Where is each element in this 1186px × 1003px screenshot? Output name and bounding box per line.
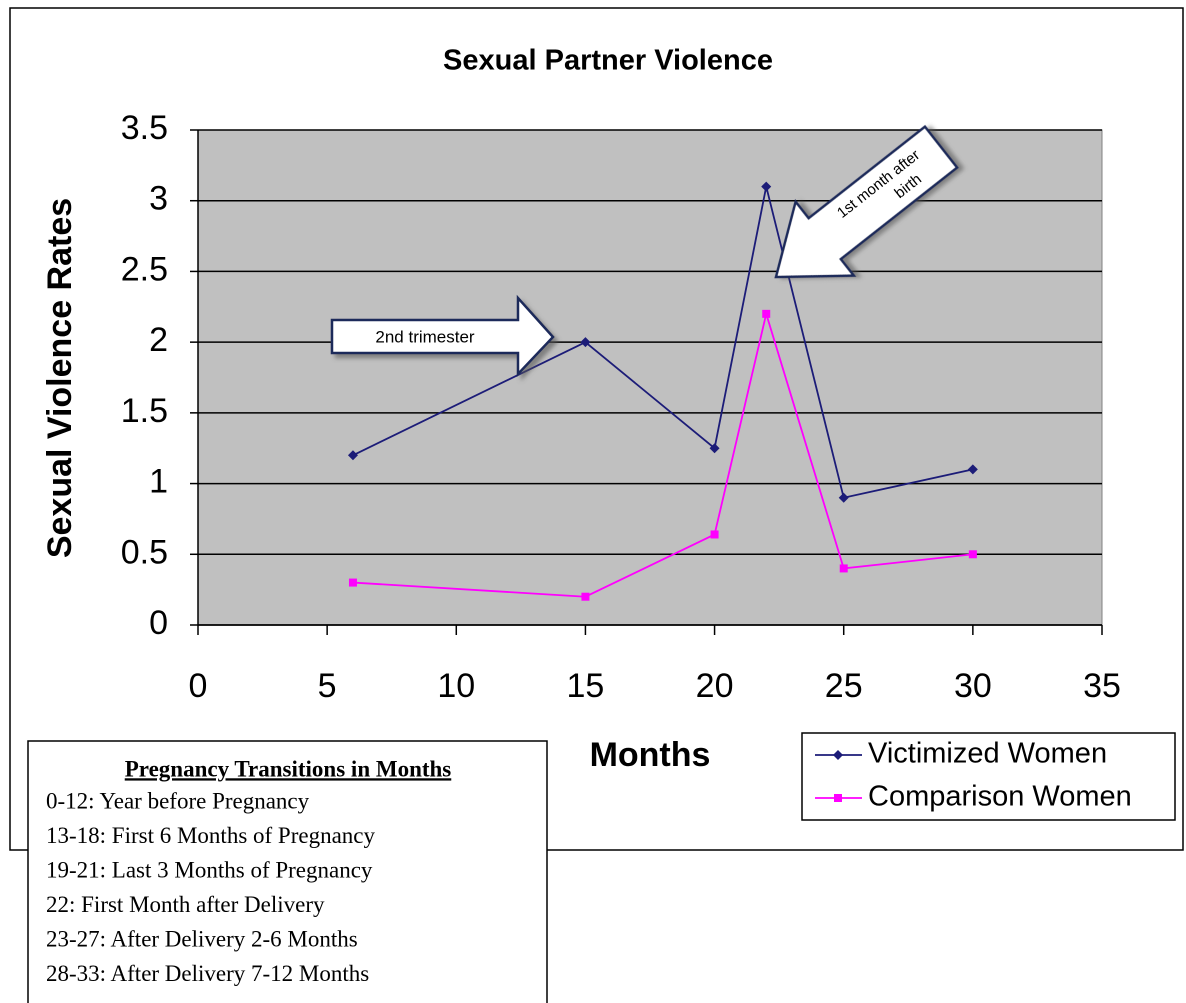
transition-item: 28-33: After Delivery 7-12 Months: [46, 961, 369, 986]
x-tick-label: 0: [189, 667, 208, 705]
marker: [838, 492, 849, 503]
y-tick-label: 2: [149, 321, 168, 359]
marker: [762, 309, 771, 318]
transition-item: 22: First Month after Delivery: [46, 892, 325, 917]
legend-label: Comparison Women: [868, 781, 1132, 813]
y-tick-label: 0: [149, 604, 168, 642]
x-tick-label: 30: [954, 667, 992, 705]
legend-label: Victimized Women: [868, 738, 1107, 770]
x-tick-label: 15: [567, 667, 605, 705]
plot-area: [197, 129, 1103, 626]
series-line: [352, 310, 973, 598]
legend: [801, 732, 1176, 821]
marker: [710, 530, 719, 539]
marker: [761, 181, 772, 192]
transitions-box: [27, 740, 548, 1003]
chart-title: Sexual Partner Violence: [443, 45, 773, 77]
y-tick-label: 1.5: [121, 392, 168, 430]
annotation-arrow: [774, 124, 959, 279]
y-tick-label: 3.5: [121, 109, 168, 147]
x-tick-label: 25: [825, 667, 863, 705]
x-tick-label: 10: [437, 667, 475, 705]
marker: [580, 337, 591, 348]
marker: [348, 578, 357, 587]
transition-item: 0-12: Year before Pregnancy: [46, 788, 310, 813]
marker: [967, 464, 978, 475]
y-tick-label: 0.5: [121, 533, 168, 571]
lines: [347, 181, 978, 601]
marker: [839, 564, 848, 573]
marker: [833, 750, 843, 760]
x-axis-title: Months: [590, 736, 711, 774]
marker: [709, 443, 720, 454]
transition-item: 19-21: Last 3 Months of Pregnancy: [46, 857, 373, 882]
grid: 0 0.5 1 1.5 2 2.5 3 3.5 0 5 10 15 20 25 30 35: [121, 109, 1121, 705]
y-tick-label: 2.5: [121, 250, 168, 288]
y-tick-label: 1: [149, 463, 168, 501]
marker: [581, 592, 590, 601]
marker: [834, 794, 842, 802]
marker: [347, 450, 358, 461]
x-tick-label: 20: [696, 667, 734, 705]
transitions-list: 0-12: Year before Pregnancy 13-18: First …: [46, 788, 376, 986]
y-tick-label: 3: [149, 180, 168, 218]
transitions-title: Pregnancy Transitions in Months: [125, 756, 452, 781]
marker: [968, 550, 977, 559]
annotation-arrow: [330, 294, 555, 378]
x-tick-label: 5: [318, 667, 337, 705]
series-line: [352, 186, 974, 499]
annotation-text: 2nd trimester: [375, 327, 475, 346]
transition-item: 23-27: After Delivery 2-6 Months: [46, 926, 358, 951]
x-tick-label: 35: [1083, 667, 1121, 705]
legend-entries: Victimized Women Comparison Women: [815, 738, 1132, 813]
transition-item: 13-18: First 6 Months of Pregnancy: [46, 823, 376, 848]
y-axis-title: Sexual Violence Rates: [41, 198, 79, 558]
